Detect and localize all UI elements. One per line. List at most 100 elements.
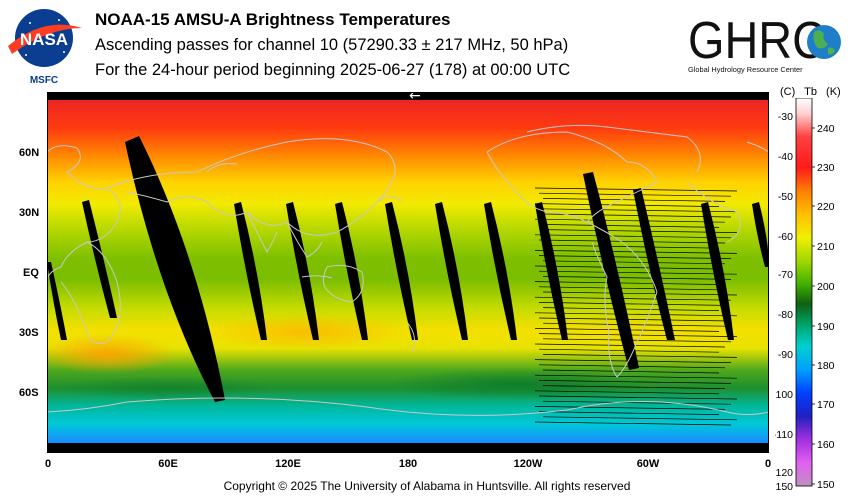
scan-line [542, 338, 732, 343]
celsius-tick-label: -40 [778, 151, 793, 163]
colorbar-scale [795, 98, 813, 487]
lat-label-60s: 60S [19, 387, 39, 399]
scan-line [534, 374, 738, 379]
kelvin-tick-label: 200 [817, 281, 835, 293]
colorbar-headers: (C) Tb (K) [780, 86, 847, 98]
polar-gap [47, 92, 769, 100]
kelvin-tick-label: 240 [817, 123, 835, 135]
lon-label-120w: 120W [513, 458, 543, 470]
coastlines [47, 124, 769, 416]
scan-line [542, 322, 726, 327]
scan-line [534, 234, 732, 239]
msfc-caption: MSFC [30, 75, 58, 86]
scan-line [534, 421, 732, 426]
lon-label-60w: 60W [636, 458, 660, 470]
celsius-tick-label: -60 [778, 231, 793, 243]
scan-line [542, 213, 732, 218]
lon-label-180: 180 [398, 458, 418, 470]
nasa-wordmark: NASA [20, 30, 68, 49]
kelvin-tick-label: 180 [817, 360, 835, 372]
lat-label-60n: 60N [19, 147, 40, 159]
scan-line [538, 239, 726, 244]
scan-direction-arrow: ← [409, 92, 421, 104]
kelvin-ticks: 240 230 220 210 200 190 180 170 160 150 [812, 123, 835, 491]
ghrc-wordmark: GHRC [688, 12, 826, 70]
scan-line [538, 364, 726, 369]
kelvin-tick-label: 190 [817, 321, 835, 333]
scan-line [538, 224, 720, 228]
cold-anomaly [57, 376, 277, 400]
orbit-gap [234, 202, 267, 340]
lat-label-30s: 30S [19, 327, 39, 339]
scan-line-striations [534, 187, 738, 426]
celsius-tick-label: -50 [778, 191, 793, 203]
celsius-tick-label: -80 [778, 309, 793, 321]
warm-anomaly [47, 334, 177, 374]
celsius-tick-label: -70 [778, 269, 793, 281]
celsius-tick-label: -30 [778, 111, 793, 123]
kelvin-tick-label: 230 [817, 162, 835, 174]
colorbar: -30 -40 -50 -60 -70 -80 -90 -100 -110 -120 -150 24… [775, 98, 835, 492]
celsius-ticks: -30 -40 -50 -60 -70 -80 -90 -100 -110 -120 -150 [775, 111, 793, 492]
orbit-gap [583, 172, 639, 370]
scan-line [538, 411, 720, 415]
scan-line [542, 416, 738, 421]
kelvin-tick-label: 210 [817, 241, 835, 253]
scan-line [534, 218, 726, 223]
kelvin-tick-label: 170 [817, 399, 835, 411]
kelvin-tick-label: 220 [817, 201, 835, 213]
ghrc-logo: GHRC Global Hydrology Resource Center [688, 12, 841, 74]
scan-line [538, 395, 738, 400]
scan-line [542, 385, 726, 389]
scan-line [534, 328, 720, 332]
scan-line [538, 317, 732, 322]
lat-label-eq: EQ [23, 267, 39, 279]
scan-line [538, 286, 720, 291]
celsius-tick-label: -100 [775, 389, 793, 401]
scan-line [538, 255, 732, 259]
scan-line [534, 359, 732, 363]
scan-line [542, 229, 738, 233]
scan-line [542, 369, 720, 374]
scan-line [542, 260, 726, 265]
kelvin-tick-label: 160 [817, 439, 835, 451]
scan-line [542, 354, 738, 358]
scan-line [538, 208, 738, 213]
copyright-notice: Copyright © 2025 The University of Alaba… [223, 479, 631, 493]
product-subtitle: Ascending passes for channel 10 (57290.3… [95, 36, 569, 54]
orbit-gap [47, 262, 67, 340]
scan-line [534, 296, 732, 301]
lat-label-30n: 30N [19, 207, 40, 219]
scan-line [538, 380, 732, 384]
ghrc-caption: Global Hydrology Resource Center [688, 65, 803, 74]
scan-line [534, 250, 738, 254]
scan-line [542, 276, 732, 280]
scan-line [534, 343, 726, 348]
colorbar-header-kelvin: (K) [826, 86, 841, 98]
kelvin-tick-label: 150 [817, 479, 835, 491]
orbit-gap [535, 202, 568, 340]
scan-line [542, 307, 720, 311]
scan-line [534, 390, 720, 395]
scan-line [534, 203, 720, 207]
colorbar-header-celsius: (C) [780, 86, 796, 98]
orbit-gap [701, 202, 734, 340]
scan-line [538, 302, 726, 306]
celsius-tick-label: -150 [775, 481, 793, 492]
scan-line [534, 265, 720, 270]
scan-line [538, 348, 720, 353]
lon-label-0-east: 0 [764, 458, 772, 470]
product-title: NOAA-15 AMSU-A Brightness Temperatures [95, 10, 451, 29]
lon-label-0: 0 [44, 458, 52, 470]
lon-label-120e: 120E [275, 458, 301, 470]
scan-line [534, 312, 738, 317]
scan-line [542, 244, 720, 249]
scan-line [534, 281, 726, 285]
orbit-gap [125, 136, 225, 402]
scan-line [538, 270, 738, 275]
orbit-gap [385, 202, 418, 340]
orbit-gap [335, 202, 368, 340]
celsius-tick-label: -110 [775, 429, 793, 441]
orbit-gap [82, 200, 117, 318]
scan-line [542, 198, 726, 202]
